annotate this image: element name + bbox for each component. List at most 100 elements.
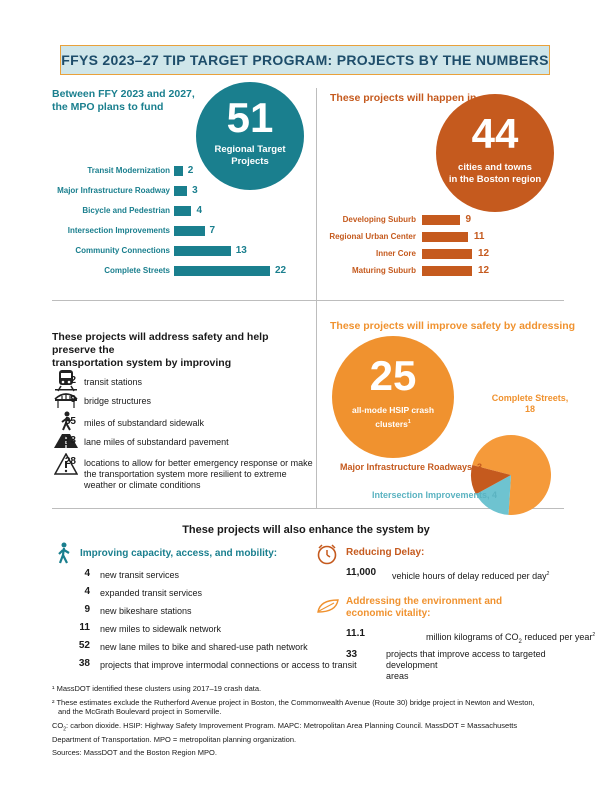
- fund-bar: [174, 166, 183, 176]
- vertical-divider: [316, 88, 317, 508]
- capacity-num: 52: [78, 640, 90, 651]
- preserve-text-3: lane miles of substandard pavement: [84, 437, 229, 447]
- safety-circle-label-1: all-mode HSIP crash: [351, 405, 435, 415]
- fund-circle-label-1: Regional Target: [214, 144, 286, 155]
- fund-bar-chart: Transit Modernization 2 Major Infrastructu…: [40, 165, 310, 286]
- preserve-text-4-line1: locations to allow for better emergency …: [84, 458, 313, 468]
- pie-slice-intersection: [475, 475, 511, 515]
- fund-bar-value: 4: [196, 205, 203, 216]
- places-bar-chart: Developing Suburb 9 Regional Urban Center 1…: [316, 214, 556, 285]
- places-bar-value: 11: [473, 231, 485, 242]
- places-circle: 44 cities and towns in the Boston region: [436, 94, 554, 212]
- fund-bar-value: 2: [187, 165, 194, 176]
- abbreviations-line2: Department of Transportation. MPO = metr…: [52, 734, 297, 744]
- places-number: 44: [471, 110, 519, 157]
- capacity-text: projects that improve intermodal connect…: [100, 660, 357, 670]
- enhance-title: These projects will also enhance the sys…: [182, 524, 430, 536]
- fund-intro-line2: the MPO plans to fund: [52, 101, 164, 113]
- fund-number: 51: [226, 94, 274, 141]
- safety-number: 25: [369, 352, 417, 399]
- abbreviations: CO2: carbon dioxide. HSIP: Highway Safet…: [52, 720, 518, 733]
- safety-circle-label-2: clusters: [375, 418, 408, 429]
- preserve-text-4-line3: weather or climate conditions: [84, 480, 201, 490]
- preserve-intro: These projects will address safety and h…: [52, 331, 312, 370]
- footnote-2-line2: and the McGrath Boulevard project in Som…: [58, 707, 222, 716]
- walking-person-icon: [58, 411, 76, 431]
- env-num-0: 11.1: [346, 628, 365, 639]
- places-bar-label: Inner Core: [375, 249, 416, 258]
- fund-bar-label: Complete Streets: [104, 266, 170, 275]
- places-bar-value: 12: [478, 265, 490, 276]
- fund-intro: Between FFY 2023 and 2027, the MPO plans…: [52, 88, 222, 114]
- fund-bar-value: 22: [275, 265, 287, 276]
- env-num-1: 33: [346, 649, 358, 660]
- env-text-0: million kilograms of CO2 reduced per yea…: [426, 632, 596, 645]
- warning-icon: [54, 453, 78, 475]
- train-icon: [54, 368, 78, 392]
- env-title-line1: Addressing the environment and: [346, 596, 503, 607]
- capacity-num: 4: [84, 568, 90, 579]
- preserve-text-2: miles of substandard sidewalk: [84, 418, 205, 428]
- capacity-title: Improving capacity, access, and mobility…: [80, 548, 278, 559]
- preserve-num-2: 35: [64, 416, 76, 427]
- safety-footnote-mark: 1: [407, 419, 411, 425]
- preserve-intro-line2: transportation system by improving: [52, 357, 232, 369]
- pie-label-intersection: Intersection Improvements, 4: [372, 490, 498, 500]
- env-text-1-line1: projects that improve access to targeted…: [386, 649, 546, 670]
- road-icon: [54, 434, 78, 448]
- fund-bar: [174, 266, 270, 276]
- env-title: Addressing the environment and economic …: [346, 596, 502, 620]
- env-title-line2: economic vitality:: [346, 608, 431, 619]
- places-bar-value: 9: [465, 214, 472, 225]
- places-intro: These projects will happen in: [330, 92, 477, 104]
- fund-bar: [174, 206, 192, 216]
- preserve-num-4: 28: [64, 456, 76, 467]
- person-walking-teal-icon: [56, 542, 74, 564]
- capacity-num: 11: [79, 622, 90, 633]
- env-text-1-line2: areas: [386, 671, 409, 681]
- crash-pie-svg: [471, 435, 551, 515]
- clock-icon: [316, 543, 338, 565]
- preserve-intro-line1: These projects will address safety and h…: [52, 331, 269, 356]
- fund-bar-label: Bicycle and Pedestrian: [82, 206, 170, 215]
- capacity-text: new lane miles to bike and shared-use pa…: [100, 642, 308, 652]
- preserve-text-4-line2: the transportation system more resilient…: [84, 469, 287, 479]
- footnotes: ¹ MassDOT identified these clusters usin…: [52, 684, 572, 758]
- places-bar: [422, 215, 460, 225]
- preserve-num-3: 73: [64, 435, 76, 446]
- bridge-icon: [54, 391, 78, 409]
- places-circle-label-1: cities and towns: [458, 162, 532, 173]
- pie-label-major-infra: Major Infrastructure Roadways, 3: [340, 462, 483, 472]
- fund-bar-label: Intersection Improvements: [67, 226, 170, 235]
- pie-slice-complete-streets: [472, 435, 551, 515]
- pie-slice-major-infra: [471, 465, 511, 495]
- delay-text: vehicle hours of delay reduced per day2: [392, 571, 550, 581]
- safety-circle: 25 all-mode HSIP crash clusters1: [332, 336, 454, 458]
- places-bar-label: Developing Suburb: [342, 215, 416, 224]
- fund-bar: [174, 186, 188, 196]
- horizontal-divider-2: [52, 508, 564, 509]
- fund-bar-value: 13: [235, 245, 247, 256]
- leaf-icon: [316, 598, 340, 614]
- preserve-num-0: 2: [70, 375, 76, 386]
- capacity-num: 9: [84, 604, 90, 615]
- sources: Sources: MassDOT and the Boston Region M…: [52, 748, 217, 757]
- fund-intro-line1: Between FFY 2023 and 2027,: [52, 88, 195, 100]
- pie-label-complete-streets: Complete Streets, 18: [491, 393, 569, 414]
- fund-bar-label: Transit Modernization: [87, 166, 170, 175]
- page-title: FFYS 2023–27 TIP TARGET PROGRAM: PROJECT…: [60, 45, 550, 75]
- footnote-1: ¹ MassDOT identified these clusters usin…: [52, 684, 262, 693]
- fund-circle-label-2: Projects: [231, 156, 269, 167]
- fund-bar-label: Community Connections: [75, 246, 170, 255]
- places-bar-label: Regional Urban Center: [329, 232, 416, 241]
- places-bar: [422, 249, 472, 259]
- crash-pie-chart: [456, 420, 566, 530]
- safety-intro: These projects will improve safety by ad…: [330, 320, 576, 332]
- env-text-1: projects that improve access to targeted…: [386, 649, 566, 682]
- fund-circle: 51 Regional Target Projects: [196, 82, 304, 190]
- fund-bar: [174, 246, 231, 256]
- footnote-2-line1: ² These estimates exclude the Rutherford…: [52, 697, 535, 707]
- preserve-text-0: transit stations: [84, 377, 143, 387]
- capacity-text: new transit services: [100, 570, 180, 580]
- places-bar: [422, 266, 472, 276]
